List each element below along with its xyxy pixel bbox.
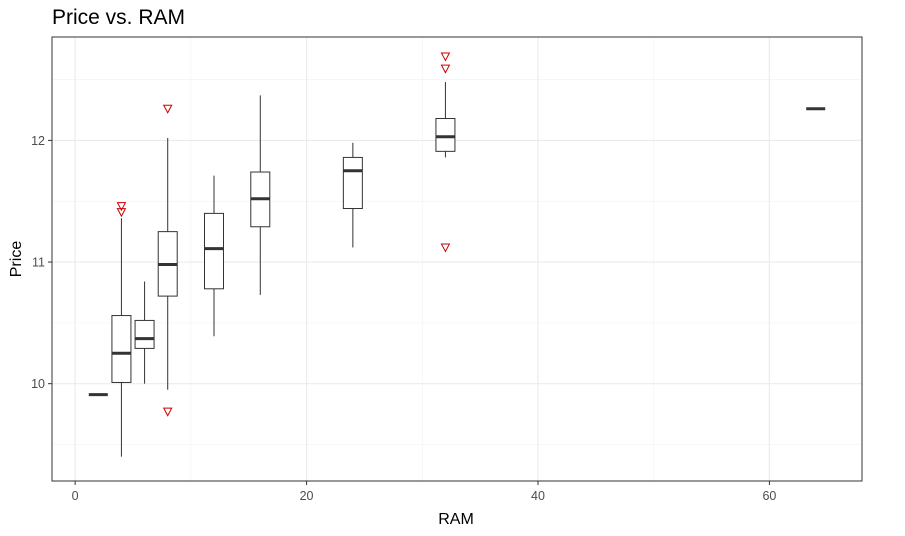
box-iqr <box>111 315 132 383</box>
box-iqr <box>342 156 363 210</box>
x-tick-label: 20 <box>300 489 314 503</box>
box-ram-8 <box>157 137 178 390</box>
outliers-layer <box>116 52 451 417</box>
outlier-point <box>440 52 451 62</box>
box-ram-4 <box>111 218 132 457</box>
outlier-point <box>116 202 127 212</box>
box-ram-32 <box>435 82 456 158</box>
outlier-point <box>116 208 127 218</box>
box-ram-16 <box>250 95 271 295</box>
axes-layer: 0 20 40 60 10 11 12 <box>31 134 776 503</box>
grid-lines <box>52 37 862 481</box>
x-tick-label: 60 <box>762 489 776 503</box>
box-ram-6 <box>134 281 155 384</box>
x-axis-title: RAM <box>438 511 474 528</box>
x-tick-label: 40 <box>531 489 545 503</box>
chart-title: Price vs. RAM <box>52 6 185 29</box>
outlier-point <box>162 104 173 114</box>
box-iqr <box>435 118 456 152</box>
box-iqr <box>204 212 224 290</box>
y-tick-label: 12 <box>31 134 45 148</box>
outlier-point <box>440 64 451 74</box>
y-tick-label: 10 <box>31 377 45 391</box>
panel-border <box>51 36 863 482</box>
boxes-layer <box>88 82 826 457</box>
box-iqr <box>134 319 155 349</box>
outlier-point <box>162 407 173 417</box>
y-tick-label: 11 <box>32 256 45 270</box>
x-tick-label: 0 <box>72 489 79 503</box>
outlier-point <box>440 243 451 253</box>
box-ram-12 <box>204 175 224 337</box>
y-axis-title: Price <box>8 241 25 278</box>
box-ram-24 <box>342 142 363 248</box>
